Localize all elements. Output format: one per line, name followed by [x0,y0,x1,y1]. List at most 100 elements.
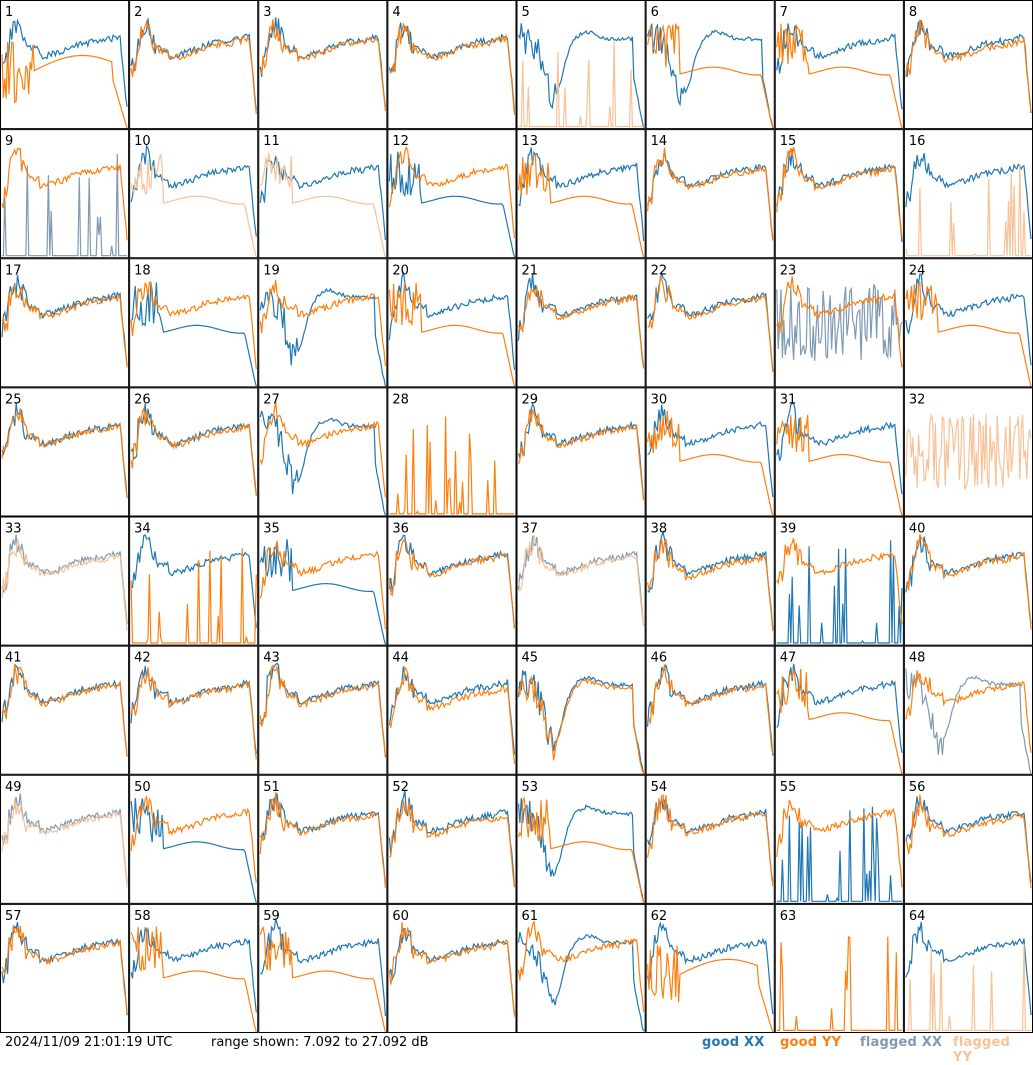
panel: 53 [516,774,646,904]
spectrum-trace [776,146,903,238]
panel-frame [387,516,517,646]
spectrum-trace [647,410,774,516]
panel: 42 [129,645,259,775]
legend-good-yy: good YY [780,1035,842,1050]
spectrum-trace [130,797,257,903]
panel: 62 [645,903,775,1033]
panel-label: 29 [522,392,539,407]
panel-label: 35 [263,522,280,537]
spectrum-trace [905,163,1031,257]
footer: 2024/11/09 21:01:19 UTC range shown: 7.0… [0,1033,1033,1065]
spectrum-trace [130,406,257,497]
panel: 13 [516,129,646,259]
panel: 21 [516,258,646,388]
panel-label: 5 [522,5,530,20]
spectrum-trace [260,152,386,258]
panel-label: 14 [651,134,668,149]
panel: 10 [129,129,259,259]
panel-frame [387,129,517,259]
panel-label: 9 [5,134,13,149]
panel: 61 [516,903,646,1033]
panel-label: 7 [780,5,788,20]
panel-frame [774,645,904,775]
panel-frame [903,0,1033,130]
spectrum-trace [905,668,1032,774]
panel-label: 63 [780,909,797,924]
spectrum-trace [130,926,257,1032]
panel-frame [0,387,130,517]
spectrum-trace [130,19,257,115]
panel-label: 31 [780,392,797,407]
spectrum-trace [517,409,645,501]
panel-label: 45 [522,651,539,666]
panel: 34 [129,516,259,646]
spectrum-trace [130,548,257,644]
panel-frame [258,129,388,259]
panel-label: 50 [134,780,151,795]
spectrum-trace [647,148,774,239]
spectrum-trace [647,538,774,631]
panel: 18 [129,258,259,388]
panel-frame [258,516,388,646]
panel: 31 [774,387,904,517]
panel: 56 [903,774,1033,904]
spectrum-trace [905,536,1032,624]
panel-frame [903,645,1033,775]
panel: 54 [645,774,775,904]
panel-label: 1 [5,5,13,20]
panel: 39 [774,516,904,646]
panel: 2 [129,0,259,130]
panel-frame [387,0,517,130]
panel: 60 [387,903,517,1033]
panel: 36 [387,516,517,646]
panel: 58 [129,903,259,1033]
panel-label: 60 [392,909,409,924]
panel-frame [129,0,259,130]
panel-label: 59 [263,909,280,924]
panel: 35 [258,516,388,646]
panel: 12 [387,129,517,259]
panel-frame [129,258,259,388]
panel: 43 [258,645,388,775]
spectrum-trace [776,799,903,888]
panel: 55 [774,774,904,904]
panel-label: 41 [5,651,22,666]
panel-label: 23 [780,263,797,278]
panel: 44 [387,645,517,775]
spectrum-trace [647,944,774,1032]
spectrum-trace [517,23,645,128]
panel-label: 36 [392,522,409,537]
spectrum-trace [259,279,386,367]
spectrum-trace [388,538,516,629]
spectrum-trace [776,538,903,625]
panel: 1 [0,0,130,130]
spectrum-trace [776,23,903,110]
panel: 27 [258,387,388,517]
spectrum-trace [1,921,128,1016]
panel-frame [516,258,646,388]
spectrum-trace [647,23,774,128]
spectrum-trace [1,18,128,107]
spectrum-trace [259,925,386,1032]
panel-label: 46 [651,651,668,666]
panel-label: 13 [522,134,539,149]
spectrum-trace [389,416,515,515]
spectrum-trace [647,275,774,373]
spectrum-trace [259,410,386,516]
panel-label: 47 [780,651,797,666]
panel-frame [774,903,904,1033]
panel: 25 [0,387,130,517]
panel-frame [645,129,775,259]
panel-label: 6 [651,5,659,20]
panel-label: 25 [5,392,22,407]
spectrum-trace [647,921,774,1015]
panel-label: 17 [5,263,22,278]
panel-frame [516,129,646,259]
spectrum-trace [259,664,386,757]
spectrum-trace [388,789,516,888]
spectrum-trace [389,23,516,115]
panel: 50 [129,774,259,904]
panel-frame [774,0,904,130]
panel: 41 [0,645,130,775]
